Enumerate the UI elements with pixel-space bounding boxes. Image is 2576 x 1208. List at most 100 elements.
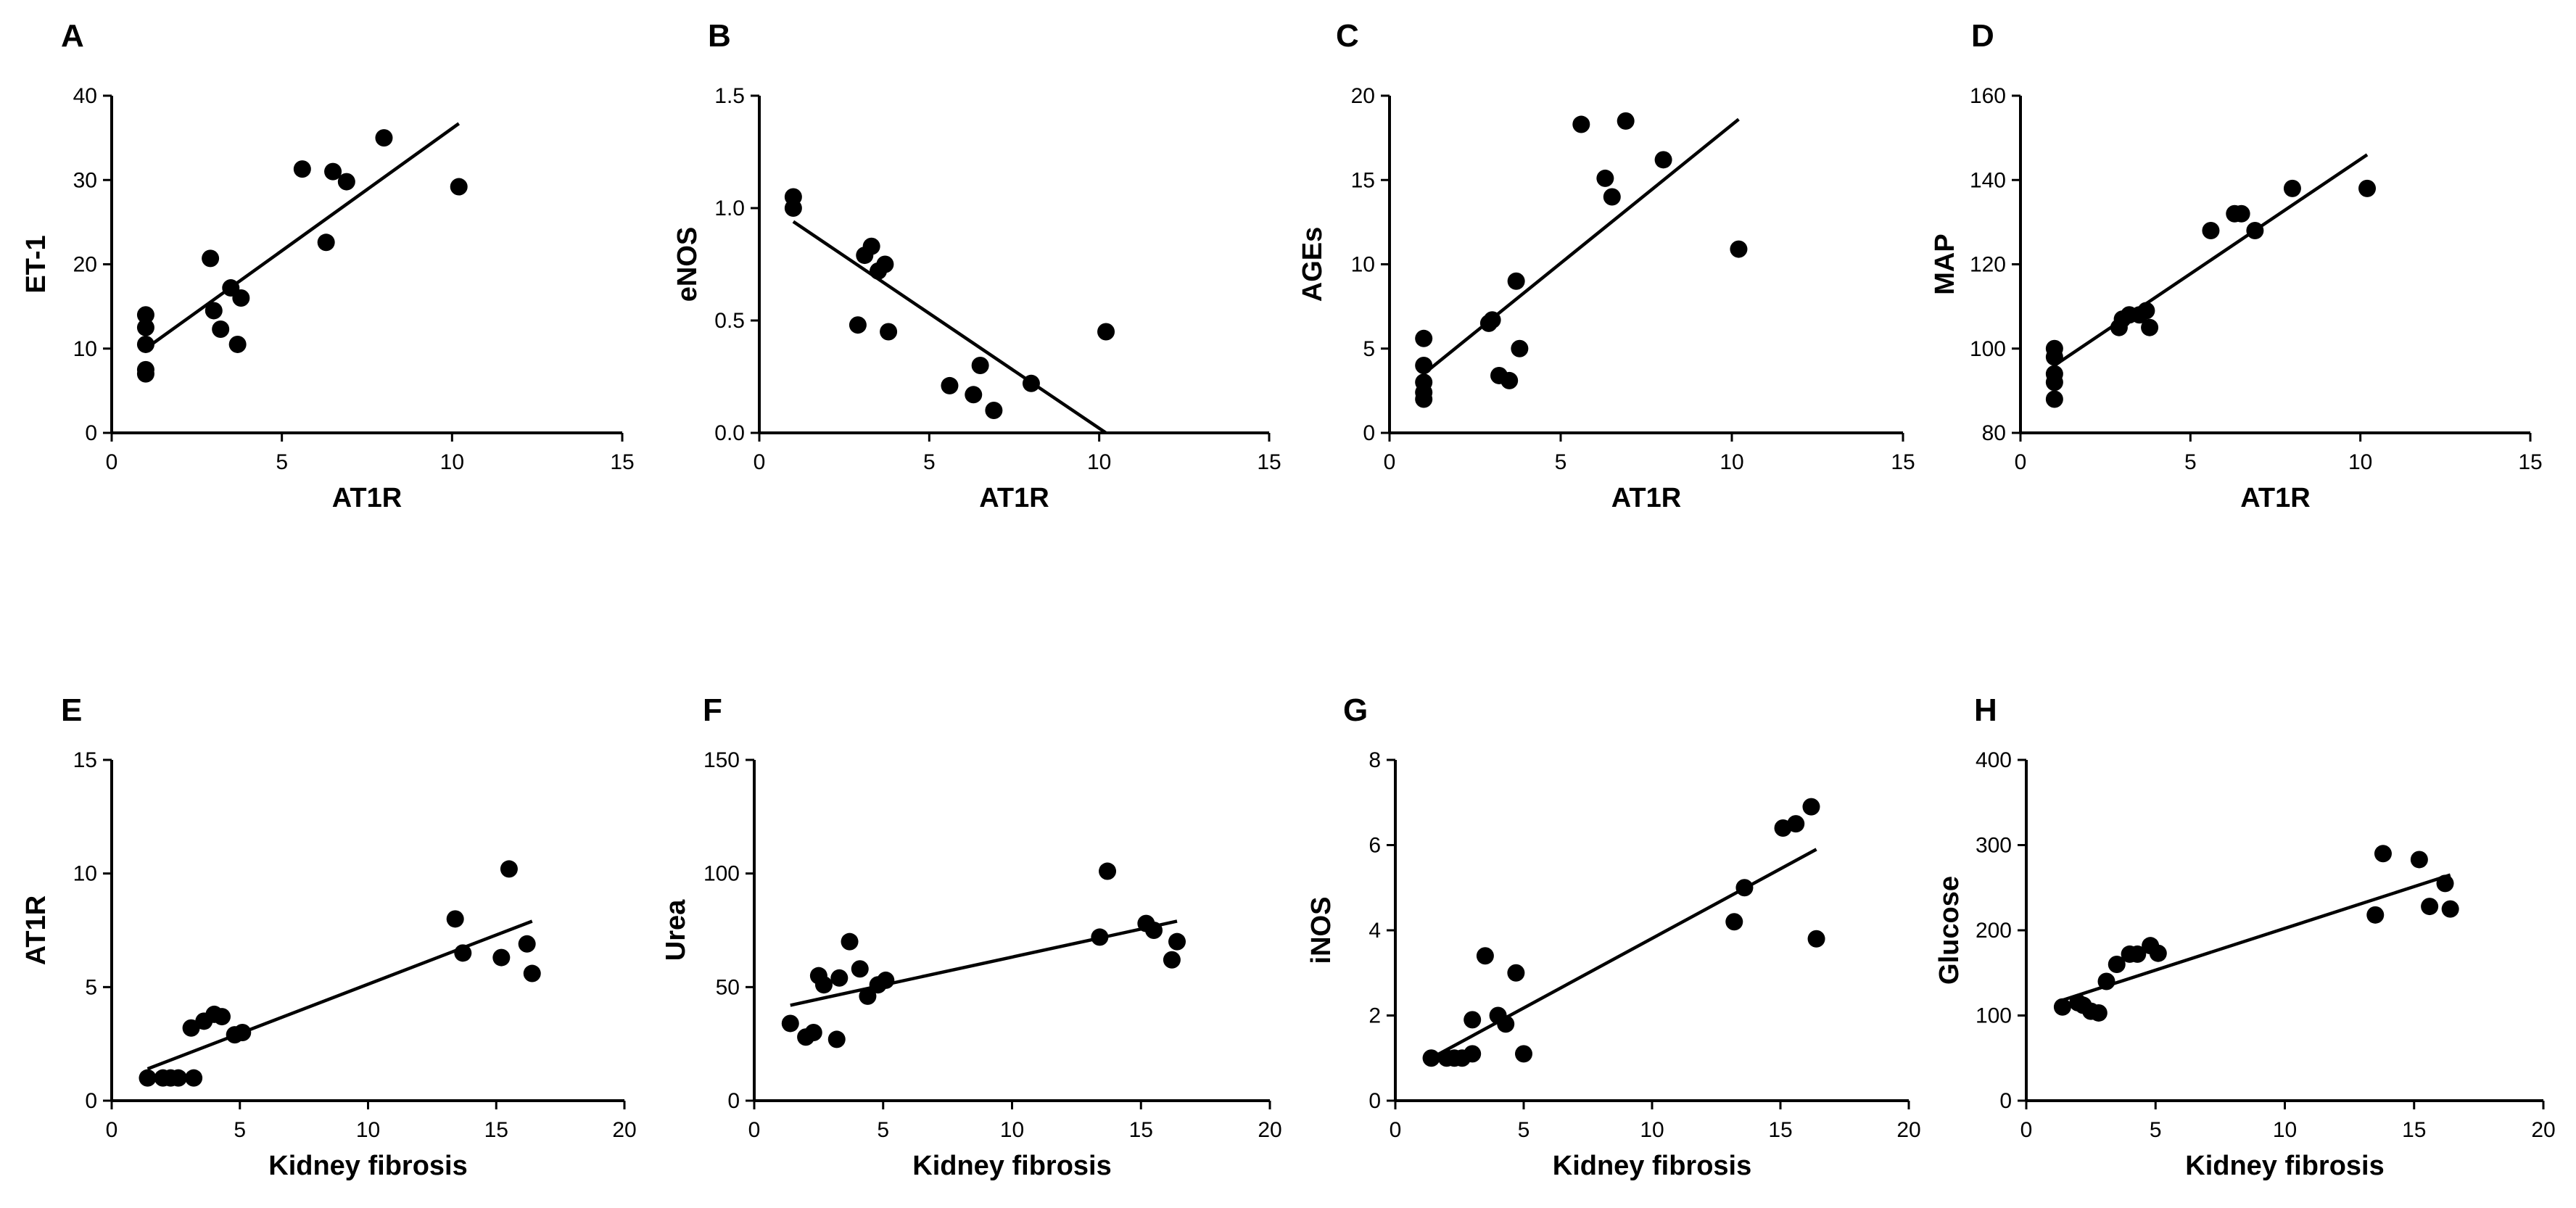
y-tick-label: 0 xyxy=(85,421,97,445)
x-tick-label: 5 xyxy=(877,1118,889,1142)
data-point xyxy=(2089,1004,2108,1022)
x-tick-label: 15 xyxy=(1768,1118,1792,1142)
data-point xyxy=(232,289,250,307)
data-point xyxy=(492,948,511,967)
y-axis-title: AT1R xyxy=(21,895,51,965)
data-point xyxy=(2045,348,2063,366)
data-point xyxy=(2141,318,2159,336)
x-tick-label: 5 xyxy=(234,1118,246,1142)
x-tick-label: 0 xyxy=(1390,1118,1402,1142)
data-point xyxy=(317,233,335,252)
data-point xyxy=(2366,906,2385,924)
x-tick-label: 0 xyxy=(2015,450,2027,474)
y-axis-title: iNOS xyxy=(1306,897,1337,964)
y-tick-label: 0.0 xyxy=(714,421,745,445)
y-tick-label: 40 xyxy=(73,84,97,108)
panel-letter-d: D xyxy=(1971,18,1994,54)
chart-panel-c: C 0 5 10 15 0 5 10 15 20 AT1R AGEs xyxy=(1297,18,1915,513)
data-point xyxy=(851,960,869,978)
x-tick-label: 10 xyxy=(1640,1118,1664,1142)
data-point xyxy=(136,335,154,353)
x-tick-label: 10 xyxy=(440,450,464,474)
y-tick-label: 20 xyxy=(73,253,97,277)
data-point xyxy=(880,323,898,341)
panel-letter-c: C xyxy=(1336,18,1359,54)
data-point xyxy=(2421,898,2439,916)
y-tick-label: 4 xyxy=(1368,919,1381,943)
x-axis-title: Kidney fibrosis xyxy=(912,1151,1112,1181)
data-point xyxy=(971,357,989,374)
data-point xyxy=(2149,944,2167,962)
data-point xyxy=(1422,1049,1440,1067)
regression-line xyxy=(2053,153,2369,367)
x-tick-label: 15 xyxy=(1891,450,1915,474)
y-axis-title: MAP xyxy=(1930,233,1960,294)
x-tick-label: 15 xyxy=(2518,450,2542,474)
x-tick-label: 5 xyxy=(2184,450,2197,474)
data-point xyxy=(205,302,223,320)
regression-line xyxy=(792,220,1107,434)
x-tick-label: 20 xyxy=(612,1118,636,1142)
data-point xyxy=(185,1069,203,1087)
data-point xyxy=(1807,930,1825,948)
data-point xyxy=(169,1069,187,1087)
y-axis-title: Urea xyxy=(661,899,691,961)
data-point xyxy=(1145,922,1163,939)
x-tick-label: 0 xyxy=(106,1118,118,1142)
y-tick-label: 200 xyxy=(1976,919,2012,943)
y-tick-label: 150 xyxy=(703,748,740,772)
data-point xyxy=(337,173,355,191)
y-axis-title: Glucose xyxy=(1934,876,1965,985)
data-point xyxy=(862,237,880,255)
regression-line xyxy=(790,919,1178,1007)
y-tick-label: 10 xyxy=(73,862,97,886)
chart-panel-e: E 0 5 10 15 20 0 5 10 15 Kidney fibrosis AT1R xyxy=(21,692,637,1181)
data-point xyxy=(523,964,541,982)
data-point xyxy=(212,320,230,339)
y-tick-label: 0 xyxy=(727,1089,740,1113)
x-tick-label: 0 xyxy=(1384,450,1396,474)
data-point xyxy=(877,971,895,989)
x-tick-label: 20 xyxy=(1896,1118,1920,1142)
x-tick-label: 5 xyxy=(1555,450,1567,474)
x-tick-label: 0 xyxy=(2020,1118,2033,1142)
chart-panel-f: F 0 5 10 15 20 0 50 100 150 Kidney fibrosis Urea xyxy=(661,692,1282,1181)
data-point xyxy=(228,335,247,353)
y-tick-label: 1.0 xyxy=(714,196,745,220)
panel-letter-e: E xyxy=(61,692,82,728)
x-tick-label: 20 xyxy=(2531,1118,2555,1142)
y-tick-label: 10 xyxy=(1351,253,1375,277)
data-point xyxy=(2202,222,2220,239)
y-axis-title: ET-1 xyxy=(21,235,51,293)
y-tick-label: 1.5 xyxy=(714,84,745,108)
y-tick-label: 6 xyxy=(1368,834,1381,858)
data-point xyxy=(1091,928,1109,946)
data-point xyxy=(1497,1015,1515,1033)
data-point xyxy=(139,1069,157,1087)
data-point xyxy=(781,1014,799,1033)
data-point xyxy=(1163,951,1181,969)
regression-line xyxy=(1422,117,1740,376)
y-tick-label: 160 xyxy=(1970,84,2006,108)
chart-panel-d: D 0 5 10 15 80 100 120 140 160 AT1R MAP xyxy=(1930,18,2543,513)
x-tick-label: 10 xyxy=(1720,450,1743,474)
data-point xyxy=(1415,357,1433,374)
data-point xyxy=(2283,179,2301,197)
y-axis-title: eNOS xyxy=(672,227,703,302)
x-tick-label: 15 xyxy=(484,1118,508,1142)
data-point xyxy=(2374,845,2392,863)
data-point xyxy=(375,129,393,147)
data-point xyxy=(1022,374,1040,392)
data-point xyxy=(2358,179,2377,197)
data-point xyxy=(182,1019,200,1037)
data-point xyxy=(1654,151,1672,169)
data-point xyxy=(985,402,1003,419)
x-tick-label: 0 xyxy=(754,450,766,474)
data-point xyxy=(2246,222,2264,239)
data-point xyxy=(830,969,849,987)
data-point xyxy=(941,376,959,394)
data-point xyxy=(2441,900,2459,918)
data-point xyxy=(2053,998,2071,1016)
data-point xyxy=(2045,390,2063,408)
